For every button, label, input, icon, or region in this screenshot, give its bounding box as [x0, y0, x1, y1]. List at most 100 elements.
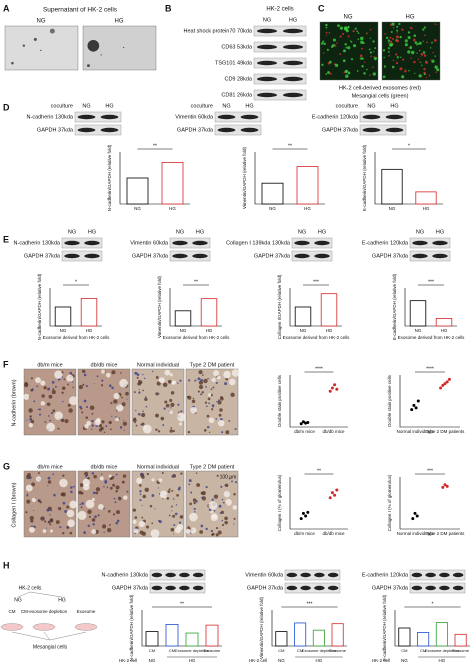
texture	[95, 491, 99, 495]
texture	[404, 68, 406, 71]
dish	[74, 623, 98, 631]
texture	[69, 371, 73, 375]
texture	[205, 527, 208, 531]
texture	[339, 35, 342, 38]
texture	[201, 496, 204, 499]
texture	[173, 533, 175, 535]
texture	[194, 379, 197, 382]
x-tick-label: HG	[206, 328, 213, 333]
texture	[186, 395, 190, 399]
texture	[85, 385, 88, 388]
texture	[116, 510, 121, 515]
texture	[395, 35, 399, 39]
band	[192, 585, 204, 591]
texture	[224, 484, 227, 487]
band	[192, 253, 208, 259]
texture	[419, 61, 421, 63]
texture	[224, 520, 228, 525]
texture	[66, 374, 74, 382]
sig-label: **	[180, 601, 184, 607]
x-tick-label: HG	[169, 206, 176, 211]
blot	[409, 237, 451, 249]
group-label: HG	[439, 658, 446, 663]
texture	[108, 474, 112, 478]
band	[84, 240, 100, 246]
y-axis-label: Collagen I/GAPDH (relative fold)	[277, 274, 282, 339]
texture	[210, 510, 214, 514]
texture	[113, 476, 115, 478]
blot-label: CD63 53kda	[221, 44, 253, 50]
texture	[407, 31, 411, 34]
texture	[150, 529, 160, 538]
y-axis-label: Double stain positive cells	[277, 374, 282, 427]
texture	[345, 46, 348, 49]
texture	[49, 28, 55, 34]
texture	[334, 44, 337, 47]
texture	[66, 505, 70, 509]
band	[179, 572, 190, 578]
band	[327, 585, 339, 591]
texture	[396, 29, 399, 32]
texture	[413, 34, 417, 37]
label: HG	[406, 15, 415, 21]
texture	[143, 426, 147, 430]
texture	[389, 23, 393, 26]
micrograph	[319, 21, 379, 81]
band	[165, 572, 176, 578]
texture	[396, 56, 399, 59]
texture	[192, 397, 195, 400]
texture	[350, 58, 354, 61]
label: HG	[436, 229, 444, 235]
texture	[122, 474, 127, 478]
texture	[225, 377, 228, 381]
dot	[333, 493, 337, 497]
texture	[356, 30, 359, 33]
texture	[421, 64, 423, 67]
texture	[145, 396, 147, 398]
texture	[52, 409, 56, 413]
group-label: NG	[278, 658, 285, 663]
texture	[179, 515, 184, 519]
band	[172, 240, 188, 246]
x-tick-label: Normal individuals	[397, 429, 435, 434]
texture	[421, 76, 423, 78]
texture	[325, 26, 328, 29]
texture	[396, 32, 398, 34]
texture	[423, 54, 427, 57]
dot	[301, 420, 305, 424]
texture	[28, 408, 33, 413]
texture	[26, 383, 29, 385]
panel-letter: G	[3, 461, 10, 471]
axis	[399, 477, 460, 530]
texture	[217, 419, 225, 427]
texture	[224, 516, 228, 521]
texture	[177, 411, 180, 413]
texture	[178, 521, 182, 524]
dish	[32, 623, 56, 631]
band	[286, 585, 298, 591]
texture	[189, 512, 198, 522]
texture	[69, 500, 78, 509]
texture	[357, 32, 360, 34]
texture	[101, 369, 106, 374]
panel-title: Supernatant of HK-2 cells	[43, 7, 118, 14]
texture	[155, 376, 159, 379]
texture	[357, 38, 360, 40]
texture	[208, 431, 211, 434]
texture	[52, 388, 55, 391]
texture	[435, 71, 438, 73]
texture	[108, 384, 112, 387]
bar	[331, 623, 344, 647]
texture	[47, 485, 49, 487]
bar	[126, 177, 149, 205]
texture	[85, 416, 88, 419]
texture	[114, 501, 117, 504]
x-axis-label: Exosome derived from HK-2 cells	[43, 335, 111, 340]
texture	[201, 374, 204, 376]
blot-label: GAPDH 37kda	[112, 585, 149, 591]
texture	[337, 24, 340, 27]
texture	[213, 510, 216, 512]
texture	[339, 53, 342, 56]
texture	[434, 65, 438, 69]
blot	[359, 124, 407, 136]
